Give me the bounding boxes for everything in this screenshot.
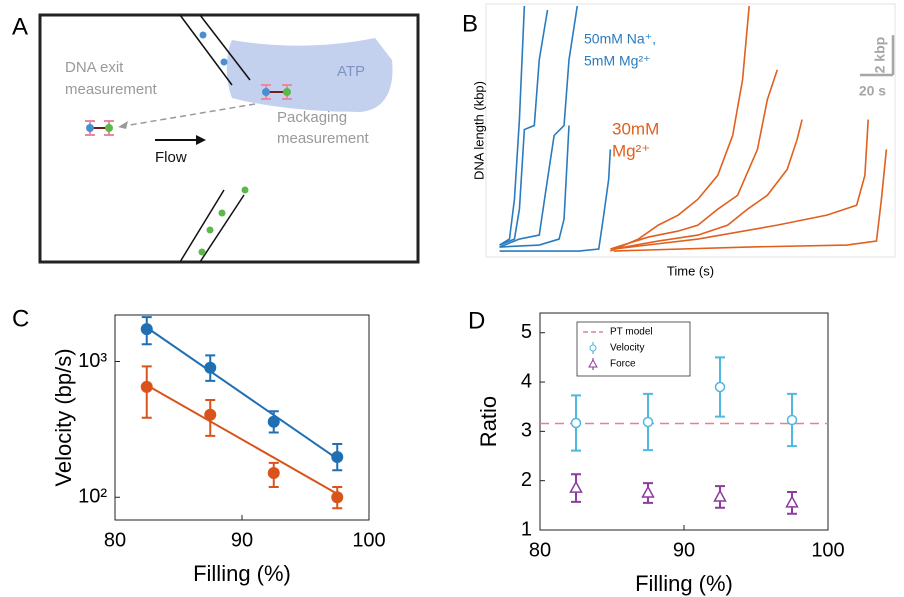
bead xyxy=(241,186,249,194)
arrow-head xyxy=(118,121,128,129)
y-tick-label: 2 xyxy=(521,469,532,491)
legend-swatch xyxy=(588,358,598,368)
channel-wall xyxy=(199,14,251,81)
trace-line xyxy=(499,5,526,246)
bead xyxy=(220,58,228,66)
data-point xyxy=(267,415,280,428)
flow-label: Flow xyxy=(155,149,187,166)
bead xyxy=(206,226,214,234)
trace-line xyxy=(499,5,579,248)
panel-label: B xyxy=(462,10,478,37)
x-axis-label: Filling (%) xyxy=(635,571,733,596)
annotation: 30mM xyxy=(612,119,659,138)
y-tick-label: 10² xyxy=(78,486,107,508)
panel-label: D xyxy=(468,307,485,334)
channel-wall xyxy=(179,14,233,86)
legend-swatch xyxy=(589,344,597,352)
data-point xyxy=(140,323,153,336)
data-point xyxy=(642,416,654,428)
y-tick-label: 10³ xyxy=(78,350,107,372)
packaging-label: Packaging xyxy=(277,109,347,126)
trace-line xyxy=(610,69,779,250)
data-point xyxy=(713,489,727,502)
packaging-label: measurement xyxy=(277,130,370,147)
trap-pair xyxy=(261,84,292,100)
y-axis-label: Velocity (bp/s) xyxy=(51,348,76,486)
bead xyxy=(198,248,206,256)
annotation: 50mM Na⁺, xyxy=(584,31,656,47)
data-point xyxy=(140,380,153,393)
legend-label: PT model xyxy=(610,327,653,338)
bead xyxy=(199,31,207,39)
data-point xyxy=(267,466,280,479)
channel-wall xyxy=(179,189,225,263)
x-axis-label: Time (s) xyxy=(667,263,714,278)
plot-frame xyxy=(485,3,896,258)
legend-label: Velocity xyxy=(610,343,644,354)
scale-label: 2 kbp xyxy=(872,37,888,74)
arrow-head xyxy=(196,135,206,145)
trace-line xyxy=(499,125,570,248)
panel-a: A DNA exit measurement ATP Packaging m xyxy=(12,13,420,264)
x-tick-label: 90 xyxy=(673,539,695,561)
bead xyxy=(218,209,226,217)
flow-cell xyxy=(38,13,420,264)
data-point xyxy=(204,408,217,421)
fit-line xyxy=(146,326,338,460)
y-tick-label: 5 xyxy=(521,321,532,343)
y-tick-label: 4 xyxy=(521,370,532,392)
legend-label: Force xyxy=(610,359,636,370)
annotation: Mg²⁺ xyxy=(612,141,650,160)
data-point xyxy=(569,480,583,493)
data-point xyxy=(331,491,344,504)
trace-line xyxy=(499,9,549,246)
x-tick-label: 80 xyxy=(529,539,551,561)
transfer-arrow xyxy=(117,103,256,128)
y-tick-label: 3 xyxy=(521,420,532,442)
trace-line xyxy=(610,5,750,252)
data-point xyxy=(786,414,798,426)
trace-line xyxy=(613,119,870,250)
atp-label: ATP xyxy=(337,63,365,80)
fit-line xyxy=(146,384,338,495)
panel-label: A xyxy=(12,13,28,40)
x-tick-label: 100 xyxy=(352,529,385,551)
atp-region xyxy=(226,38,393,112)
y-tick-label: 1 xyxy=(521,518,532,540)
data-point xyxy=(785,495,799,508)
y-axis-label: Ratio xyxy=(476,396,501,447)
exit-label: measurement xyxy=(65,81,158,98)
data-point xyxy=(204,361,217,374)
trace-line xyxy=(613,119,803,250)
data-point xyxy=(570,417,582,429)
x-tick-label: 80 xyxy=(104,529,126,551)
scale-label: 20 s xyxy=(859,83,886,99)
channel-wall xyxy=(199,194,245,263)
data-point xyxy=(641,485,655,498)
annotation: 5mM Mg²⁺ xyxy=(584,53,651,69)
y-axis-label: DNA length (kbp) xyxy=(471,81,486,180)
x-tick-label: 90 xyxy=(231,529,253,551)
panel-label: C xyxy=(12,305,29,332)
trap-pair xyxy=(85,120,114,136)
trace-line xyxy=(613,149,888,252)
exit-label: DNA exit xyxy=(65,59,124,76)
trace-line xyxy=(499,149,612,252)
x-tick-label: 100 xyxy=(811,539,844,561)
x-axis-label: Filling (%) xyxy=(193,561,291,586)
data-point xyxy=(331,450,344,463)
data-point xyxy=(714,381,726,393)
